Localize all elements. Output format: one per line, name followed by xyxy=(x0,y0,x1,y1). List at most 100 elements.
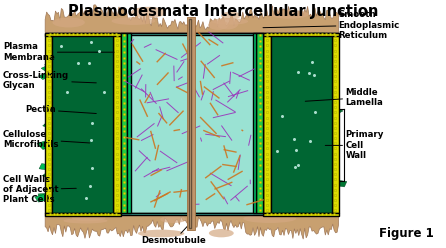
FancyBboxPatch shape xyxy=(265,157,298,169)
FancyBboxPatch shape xyxy=(281,53,320,61)
FancyBboxPatch shape xyxy=(80,193,109,202)
FancyBboxPatch shape xyxy=(271,195,301,210)
FancyBboxPatch shape xyxy=(304,42,339,59)
Ellipse shape xyxy=(112,17,155,25)
FancyBboxPatch shape xyxy=(75,144,103,150)
FancyBboxPatch shape xyxy=(80,89,111,95)
FancyBboxPatch shape xyxy=(277,150,308,159)
FancyBboxPatch shape xyxy=(272,48,299,62)
FancyBboxPatch shape xyxy=(45,32,52,213)
FancyBboxPatch shape xyxy=(291,47,319,57)
Text: Figure 1: Figure 1 xyxy=(380,227,434,240)
FancyBboxPatch shape xyxy=(287,173,334,183)
FancyBboxPatch shape xyxy=(72,74,112,83)
FancyBboxPatch shape xyxy=(51,181,95,188)
FancyBboxPatch shape xyxy=(53,130,100,136)
FancyBboxPatch shape xyxy=(269,111,314,121)
FancyBboxPatch shape xyxy=(289,38,326,54)
FancyBboxPatch shape xyxy=(45,60,71,68)
FancyBboxPatch shape xyxy=(41,54,80,72)
FancyBboxPatch shape xyxy=(283,60,331,81)
FancyBboxPatch shape xyxy=(49,161,78,171)
FancyBboxPatch shape xyxy=(42,172,72,186)
Ellipse shape xyxy=(53,17,85,28)
FancyBboxPatch shape xyxy=(278,61,306,72)
FancyBboxPatch shape xyxy=(35,188,77,202)
FancyBboxPatch shape xyxy=(264,87,290,101)
FancyBboxPatch shape xyxy=(49,181,96,194)
FancyBboxPatch shape xyxy=(284,30,327,46)
FancyBboxPatch shape xyxy=(62,182,95,191)
Text: Primary
Cell
Wall: Primary Cell Wall xyxy=(325,130,384,160)
FancyBboxPatch shape xyxy=(43,122,68,134)
FancyBboxPatch shape xyxy=(257,37,301,52)
FancyBboxPatch shape xyxy=(280,67,306,75)
FancyBboxPatch shape xyxy=(86,150,124,165)
FancyBboxPatch shape xyxy=(275,69,311,83)
FancyBboxPatch shape xyxy=(84,123,123,138)
FancyBboxPatch shape xyxy=(332,32,339,213)
FancyBboxPatch shape xyxy=(88,115,128,123)
FancyBboxPatch shape xyxy=(280,133,317,147)
Ellipse shape xyxy=(138,230,184,237)
FancyBboxPatch shape xyxy=(45,76,76,89)
Ellipse shape xyxy=(216,18,238,30)
FancyBboxPatch shape xyxy=(78,145,122,166)
Ellipse shape xyxy=(63,218,107,223)
FancyBboxPatch shape xyxy=(76,58,119,75)
FancyBboxPatch shape xyxy=(52,32,113,213)
FancyBboxPatch shape xyxy=(275,158,310,170)
Ellipse shape xyxy=(160,216,186,223)
FancyBboxPatch shape xyxy=(58,39,97,59)
Ellipse shape xyxy=(209,229,234,237)
FancyBboxPatch shape xyxy=(285,140,321,146)
FancyBboxPatch shape xyxy=(38,64,76,80)
FancyBboxPatch shape xyxy=(113,32,121,213)
Text: Cellulose
Microfibrils: Cellulose Microfibrils xyxy=(3,129,90,149)
Ellipse shape xyxy=(211,18,248,25)
Text: Cell Walls
of Adjacent
Plant Cells: Cell Walls of Adjacent Plant Cells xyxy=(3,175,76,204)
FancyBboxPatch shape xyxy=(276,138,319,157)
FancyBboxPatch shape xyxy=(58,54,97,64)
FancyBboxPatch shape xyxy=(264,119,303,131)
FancyBboxPatch shape xyxy=(268,92,299,102)
FancyBboxPatch shape xyxy=(128,32,131,213)
FancyBboxPatch shape xyxy=(275,178,322,199)
FancyBboxPatch shape xyxy=(61,142,107,153)
FancyBboxPatch shape xyxy=(59,81,104,89)
FancyBboxPatch shape xyxy=(265,47,293,56)
FancyBboxPatch shape xyxy=(268,105,310,122)
Ellipse shape xyxy=(131,7,166,18)
FancyBboxPatch shape xyxy=(271,136,304,147)
FancyBboxPatch shape xyxy=(70,107,100,122)
FancyBboxPatch shape xyxy=(47,176,77,188)
FancyBboxPatch shape xyxy=(39,164,78,174)
Ellipse shape xyxy=(208,20,229,30)
FancyBboxPatch shape xyxy=(85,60,131,69)
FancyBboxPatch shape xyxy=(47,140,85,150)
Text: Plasma
Membrane: Plasma Membrane xyxy=(3,42,114,62)
FancyBboxPatch shape xyxy=(260,163,304,175)
FancyBboxPatch shape xyxy=(256,171,295,191)
FancyBboxPatch shape xyxy=(296,57,328,69)
FancyBboxPatch shape xyxy=(70,125,114,137)
FancyBboxPatch shape xyxy=(254,148,297,162)
FancyBboxPatch shape xyxy=(51,158,82,172)
Ellipse shape xyxy=(71,215,105,221)
FancyBboxPatch shape xyxy=(37,131,85,150)
FancyBboxPatch shape xyxy=(287,131,325,148)
FancyBboxPatch shape xyxy=(52,114,84,132)
Polygon shape xyxy=(45,5,339,32)
FancyBboxPatch shape xyxy=(38,191,87,199)
FancyBboxPatch shape xyxy=(266,186,298,195)
FancyBboxPatch shape xyxy=(290,83,334,100)
FancyBboxPatch shape xyxy=(45,32,121,35)
FancyBboxPatch shape xyxy=(82,87,118,102)
FancyBboxPatch shape xyxy=(121,213,263,215)
FancyBboxPatch shape xyxy=(286,76,324,95)
FancyBboxPatch shape xyxy=(187,17,195,230)
FancyBboxPatch shape xyxy=(263,32,339,35)
FancyBboxPatch shape xyxy=(61,69,110,85)
FancyBboxPatch shape xyxy=(78,49,120,60)
FancyBboxPatch shape xyxy=(93,173,120,181)
